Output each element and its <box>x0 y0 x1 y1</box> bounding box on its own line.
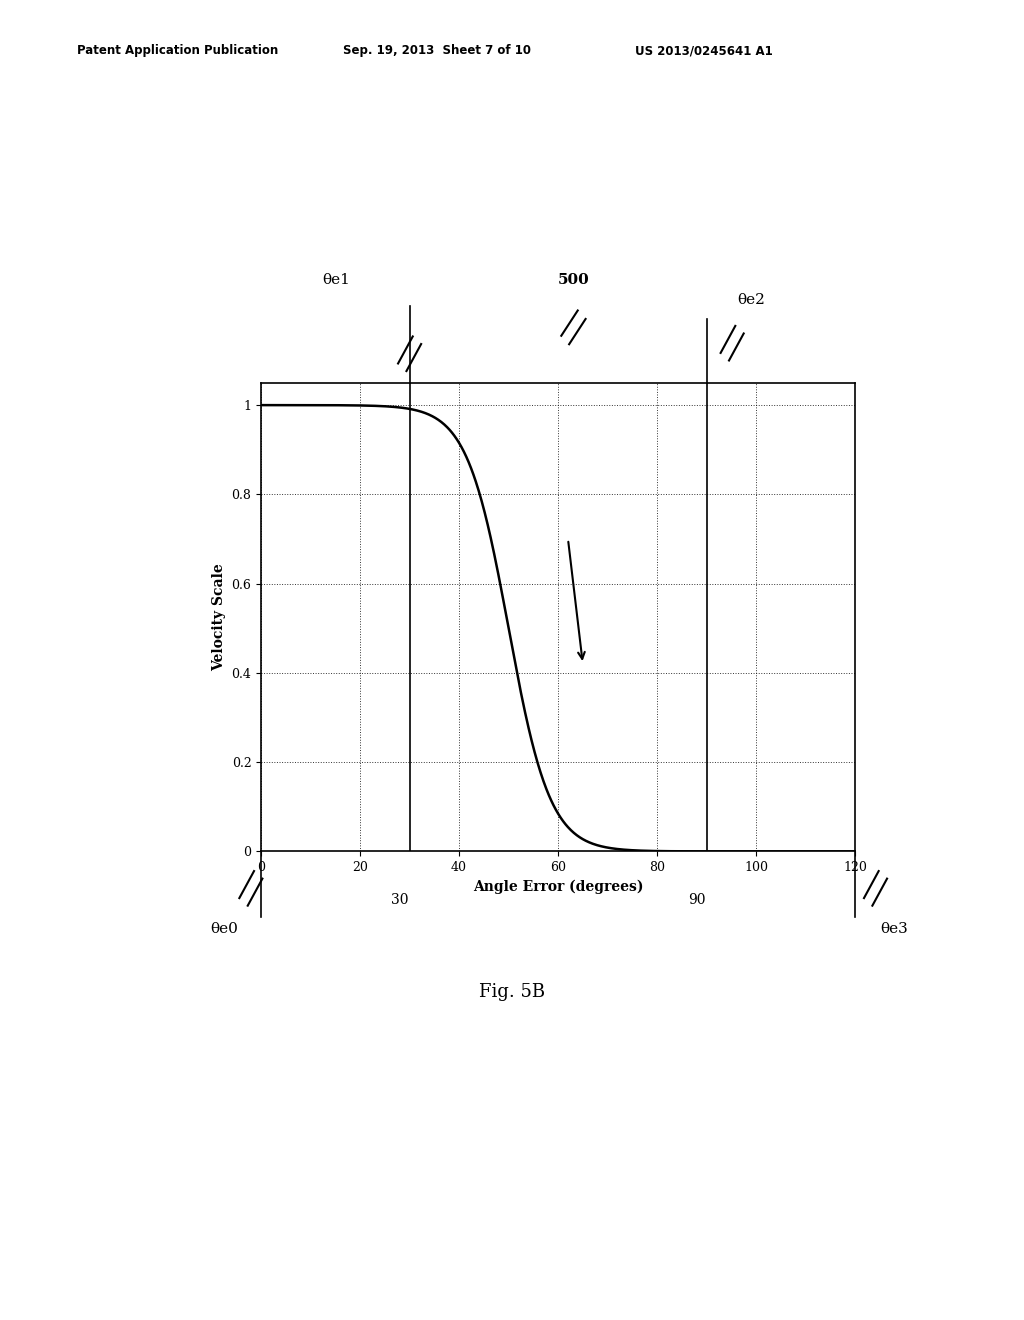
Text: θe0: θe0 <box>210 923 238 936</box>
Text: 90: 90 <box>688 894 706 907</box>
Text: 500: 500 <box>558 273 590 286</box>
X-axis label: Angle Error (degrees): Angle Error (degrees) <box>473 879 643 894</box>
Text: 30: 30 <box>391 894 409 907</box>
Text: Patent Application Publication: Patent Application Publication <box>77 44 279 57</box>
Text: θe1: θe1 <box>323 273 350 286</box>
Text: Fig. 5B: Fig. 5B <box>479 982 545 1001</box>
Text: US 2013/0245641 A1: US 2013/0245641 A1 <box>635 44 773 57</box>
Text: θe3: θe3 <box>881 923 908 936</box>
Text: Sep. 19, 2013  Sheet 7 of 10: Sep. 19, 2013 Sheet 7 of 10 <box>343 44 531 57</box>
Y-axis label: Velocity Scale: Velocity Scale <box>212 564 226 671</box>
Text: θe2: θe2 <box>737 293 765 306</box>
